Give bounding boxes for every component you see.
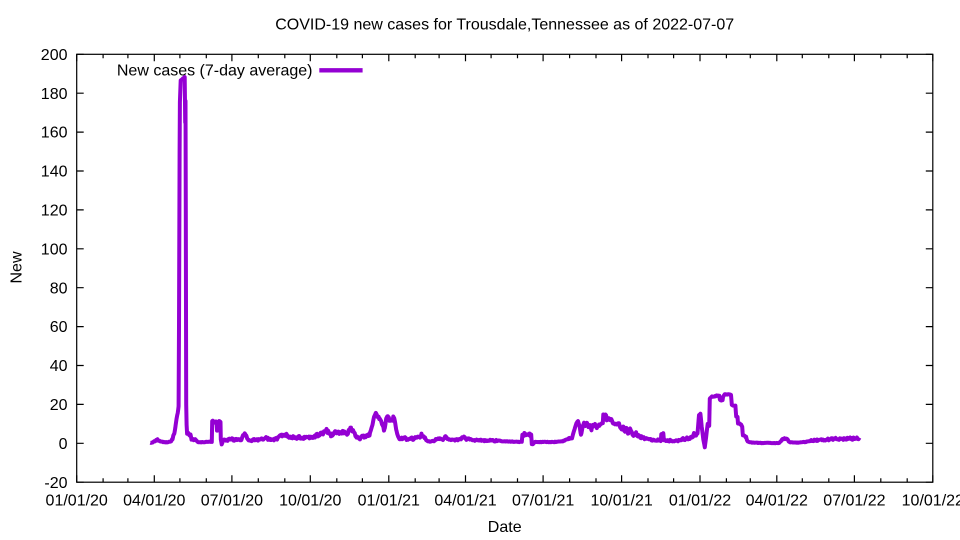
svg-text:01/01/21: 01/01/21 — [358, 493, 420, 510]
svg-text:07/01/21: 07/01/21 — [512, 493, 574, 510]
svg-text:07/01/20: 07/01/20 — [201, 493, 263, 510]
svg-text:0: 0 — [59, 436, 68, 453]
svg-text:-20: -20 — [44, 475, 67, 492]
svg-text:10/01/21: 10/01/21 — [590, 493, 652, 510]
svg-text:160: 160 — [41, 125, 68, 142]
svg-text:120: 120 — [41, 203, 68, 220]
svg-text:10/01/22: 10/01/22 — [902, 493, 960, 510]
svg-text:10/01/20: 10/01/20 — [279, 493, 341, 510]
svg-text:40: 40 — [50, 358, 68, 375]
svg-text:100: 100 — [41, 241, 68, 258]
svg-text:Date: Date — [488, 519, 522, 536]
svg-text:04/01/21: 04/01/21 — [434, 493, 496, 510]
svg-text:04/01/20: 04/01/20 — [123, 493, 185, 510]
svg-text:140: 140 — [41, 164, 68, 181]
svg-text:200: 200 — [41, 47, 68, 64]
svg-text:01/01/20: 01/01/20 — [46, 493, 108, 510]
svg-text:20: 20 — [50, 397, 68, 414]
svg-text:07/01/22: 07/01/22 — [823, 493, 885, 510]
svg-text:80: 80 — [50, 280, 68, 297]
svg-text:180: 180 — [41, 86, 68, 103]
svg-text:COVID-19 new cases for Trousda: COVID-19 new cases for Trousdale,Tenness… — [275, 17, 734, 34]
svg-text:New cases (7-day average): New cases (7-day average) — [117, 63, 313, 80]
svg-text:01/01/22: 01/01/22 — [669, 493, 731, 510]
svg-text:New: New — [9, 251, 26, 283]
svg-text:60: 60 — [50, 319, 68, 336]
svg-text:04/01/22: 04/01/22 — [746, 493, 808, 510]
